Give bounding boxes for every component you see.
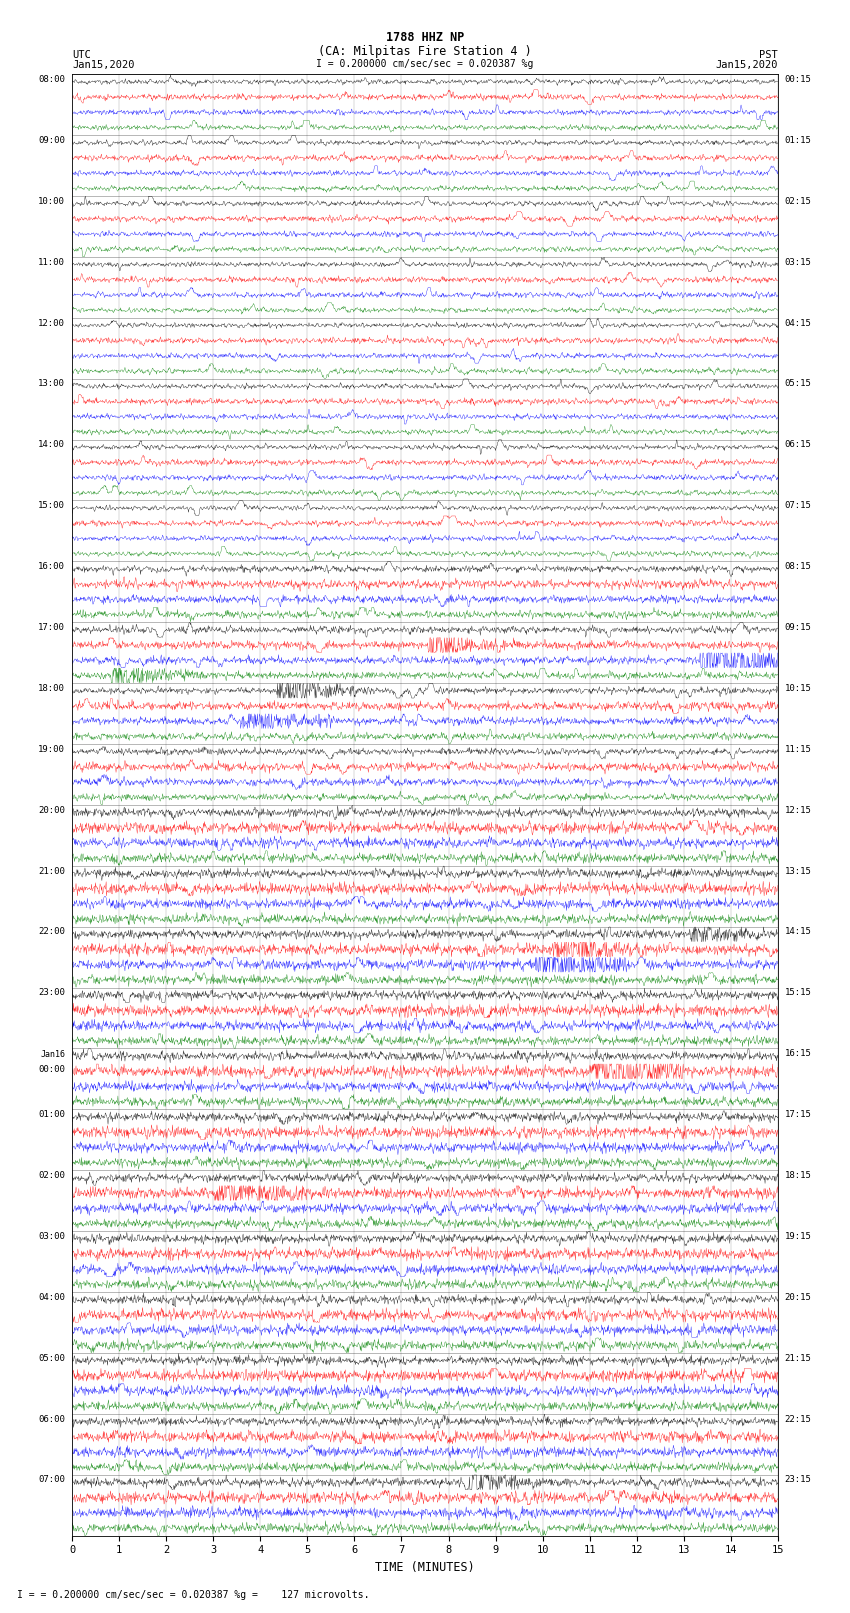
Text: 04:15: 04:15 [785,318,812,327]
Text: 03:00: 03:00 [38,1232,65,1240]
Text: 17:15: 17:15 [785,1110,812,1119]
Text: 04:00: 04:00 [38,1292,65,1302]
Text: 11:00: 11:00 [38,258,65,266]
Text: 13:00: 13:00 [38,379,65,389]
Text: 15:15: 15:15 [785,989,812,997]
Text: 05:00: 05:00 [38,1353,65,1363]
Text: 20:15: 20:15 [785,1292,812,1302]
Text: 15:00: 15:00 [38,502,65,510]
Text: 07:15: 07:15 [785,502,812,510]
Text: 08:00: 08:00 [38,74,65,84]
Text: 12:00: 12:00 [38,318,65,327]
Text: 16:00: 16:00 [38,561,65,571]
Text: 00:00: 00:00 [38,1065,65,1074]
Text: 21:00: 21:00 [38,866,65,876]
X-axis label: TIME (MINUTES): TIME (MINUTES) [375,1561,475,1574]
Text: I = 0.200000 cm/sec/sec = 0.020387 %g: I = 0.200000 cm/sec/sec = 0.020387 %g [316,60,534,69]
Text: 22:00: 22:00 [38,927,65,937]
Text: 1788 HHZ NP: 1788 HHZ NP [386,31,464,44]
Text: 02:15: 02:15 [785,197,812,206]
Text: Jan15,2020: Jan15,2020 [72,60,135,71]
Text: 17:00: 17:00 [38,623,65,632]
Text: 11:15: 11:15 [785,745,812,753]
Text: 13:15: 13:15 [785,866,812,876]
Text: I = = 0.200000 cm/sec/sec = 0.020387 %g =    127 microvolts.: I = = 0.200000 cm/sec/sec = 0.020387 %g … [17,1590,370,1600]
Text: 14:00: 14:00 [38,440,65,450]
Text: 05:15: 05:15 [785,379,812,389]
Text: 06:00: 06:00 [38,1415,65,1424]
Text: 23:00: 23:00 [38,989,65,997]
Text: 12:15: 12:15 [785,805,812,815]
Text: Jan15,2020: Jan15,2020 [715,60,778,71]
Text: 23:15: 23:15 [785,1476,812,1484]
Text: 21:15: 21:15 [785,1353,812,1363]
Text: 03:15: 03:15 [785,258,812,266]
Text: 19:15: 19:15 [785,1232,812,1240]
Text: 08:15: 08:15 [785,561,812,571]
Text: 01:00: 01:00 [38,1110,65,1119]
Text: 18:15: 18:15 [785,1171,812,1181]
Text: 22:15: 22:15 [785,1415,812,1424]
Text: 14:15: 14:15 [785,927,812,937]
Text: 10:00: 10:00 [38,197,65,206]
Text: 06:15: 06:15 [785,440,812,450]
Text: 10:15: 10:15 [785,684,812,694]
Text: 09:15: 09:15 [785,623,812,632]
Text: 20:00: 20:00 [38,805,65,815]
Text: UTC: UTC [72,50,91,60]
Text: 01:15: 01:15 [785,135,812,145]
Text: PST: PST [759,50,778,60]
Text: 19:00: 19:00 [38,745,65,753]
Text: 09:00: 09:00 [38,135,65,145]
Text: 18:00: 18:00 [38,684,65,694]
Text: 16:15: 16:15 [785,1048,812,1058]
Text: 07:00: 07:00 [38,1476,65,1484]
Text: (CA: Milpitas Fire Station 4 ): (CA: Milpitas Fire Station 4 ) [318,45,532,58]
Text: 02:00: 02:00 [38,1171,65,1181]
Text: Jan16: Jan16 [40,1050,65,1060]
Text: 00:15: 00:15 [785,74,812,84]
